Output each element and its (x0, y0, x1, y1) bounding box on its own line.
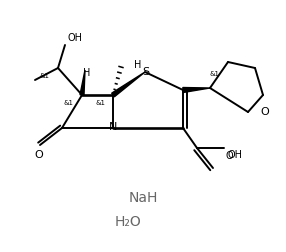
Text: &1: &1 (63, 100, 73, 106)
Polygon shape (183, 87, 210, 92)
Text: O: O (260, 107, 269, 117)
Text: N: N (109, 122, 117, 132)
Text: NaH: NaH (128, 191, 158, 205)
Text: H: H (134, 60, 142, 70)
Text: OH: OH (228, 150, 243, 160)
Text: H₂O: H₂O (115, 215, 141, 229)
Polygon shape (80, 70, 85, 95)
Text: &1: &1 (39, 73, 49, 79)
Text: S: S (142, 67, 150, 77)
Text: &1: &1 (96, 100, 106, 106)
Text: O: O (226, 151, 234, 161)
Text: &1: &1 (210, 71, 220, 77)
Text: OH: OH (68, 33, 83, 43)
Polygon shape (112, 72, 145, 97)
Text: H: H (83, 68, 91, 78)
Text: O: O (35, 150, 43, 160)
